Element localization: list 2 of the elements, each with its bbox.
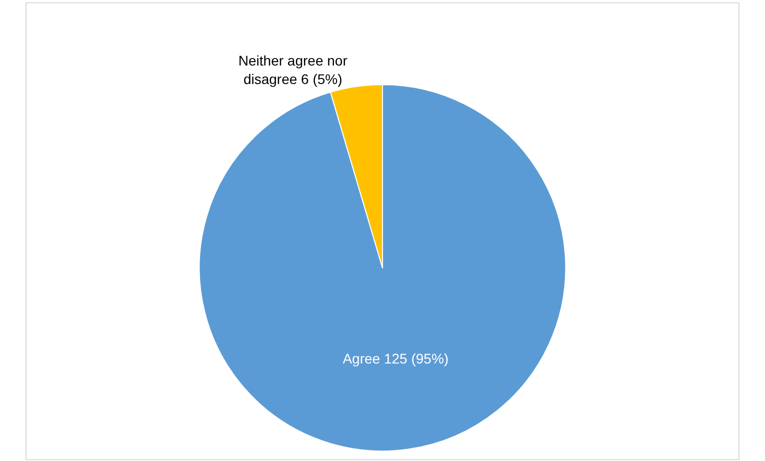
slice-label: Neither agree nor disagree 6 (5%) — [238, 52, 348, 87]
slice-label: Agree 125 (95%) — [342, 350, 449, 366]
